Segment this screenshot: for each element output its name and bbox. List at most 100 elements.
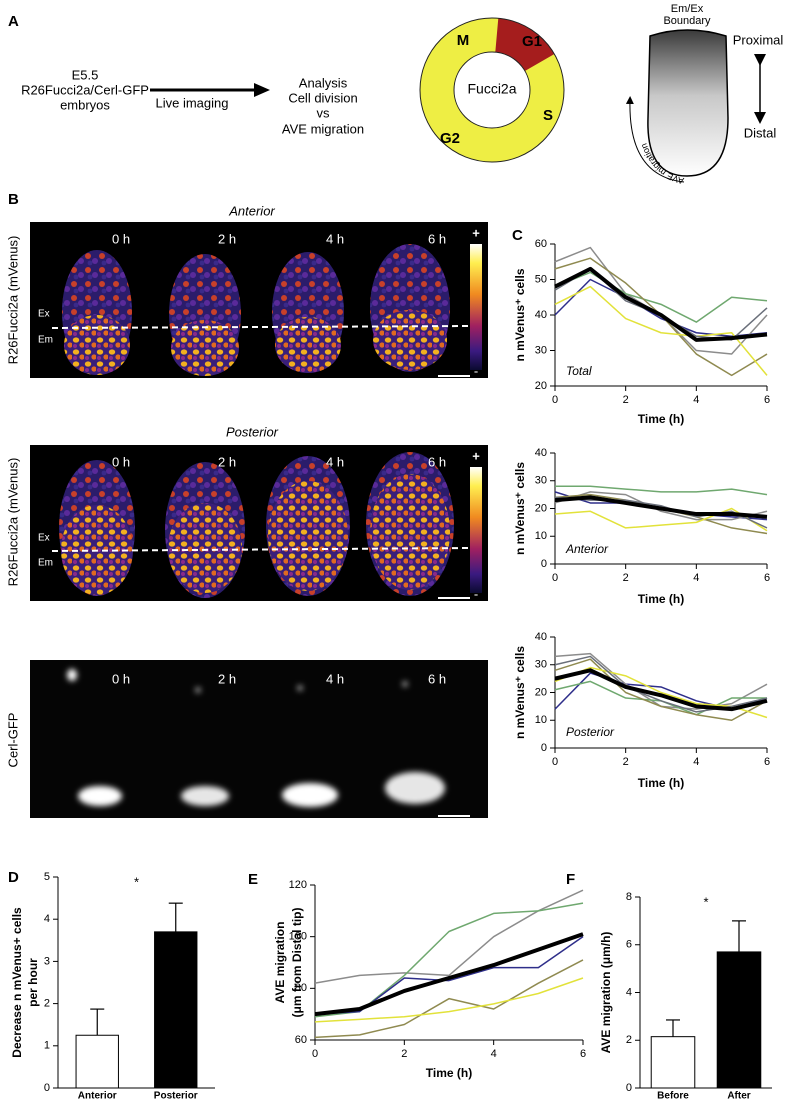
series-line bbox=[554, 655, 768, 713]
y-tick-label: 30 bbox=[535, 659, 547, 671]
time-label: 6 h bbox=[428, 231, 446, 246]
y-tick-label: 50 bbox=[535, 273, 547, 285]
phase-label: S bbox=[543, 107, 553, 124]
time-label: 4 h bbox=[326, 671, 344, 686]
x-tick-label: 2 bbox=[623, 572, 629, 584]
y-axis-label: (μm from Distal tip) bbox=[290, 907, 304, 1017]
y-tick-label: 20 bbox=[535, 380, 547, 392]
time-label: 4 h bbox=[326, 231, 344, 246]
y-tick-label: 20 bbox=[535, 502, 547, 514]
embryo-schematic bbox=[647, 29, 729, 177]
x-tick-label: 0 bbox=[552, 756, 558, 768]
embryo-text: embryos bbox=[60, 97, 110, 112]
y-tick-label: 40 bbox=[535, 447, 547, 459]
time-label: 6 h bbox=[428, 671, 446, 686]
y-tick-label: 5 bbox=[44, 871, 50, 883]
bar bbox=[716, 951, 762, 1089]
phase-label: G1 bbox=[522, 33, 542, 50]
y-tick-label: 40 bbox=[535, 631, 547, 643]
y-tick-label: 2 bbox=[626, 1034, 632, 1046]
region-label: Ex bbox=[38, 533, 50, 544]
y-tick-label: 0 bbox=[541, 742, 547, 754]
gfp-signal bbox=[67, 669, 445, 807]
series-line bbox=[554, 285, 768, 376]
time-label: 2 h bbox=[218, 454, 236, 469]
y-tick-label: 0 bbox=[44, 1082, 50, 1094]
series-line bbox=[554, 668, 768, 712]
cycle-outline bbox=[419, 17, 565, 163]
x-tick-label: 4 bbox=[693, 394, 699, 406]
series-line bbox=[314, 936, 584, 1015]
row-ylabel: R26Fucci2a (mVenus) bbox=[5, 458, 20, 587]
series-line bbox=[554, 672, 768, 710]
time-label: 4 h bbox=[326, 454, 344, 469]
y-tick-label: 3 bbox=[44, 955, 50, 967]
analysis-text: vs bbox=[317, 105, 331, 120]
series-line bbox=[554, 491, 768, 521]
y-axis-label: n mVenus⁺ cells bbox=[513, 268, 527, 361]
bar bbox=[75, 1034, 119, 1089]
panel-label: F bbox=[566, 871, 575, 888]
analysis-text: Analysis bbox=[299, 75, 348, 90]
y-tick-label: 20 bbox=[535, 686, 547, 698]
series-line bbox=[554, 495, 768, 519]
panel-label: C bbox=[512, 227, 523, 244]
x-tick-label: 6 bbox=[580, 1048, 586, 1060]
phase-label: G2 bbox=[440, 130, 460, 147]
embryo-text: E5.5 bbox=[72, 67, 99, 82]
series-line bbox=[314, 977, 584, 1023]
x-tick-label: 6 bbox=[764, 572, 770, 584]
x-axis-label: Time (h) bbox=[638, 592, 684, 606]
series-line bbox=[554, 271, 768, 323]
y-tick-label: 10 bbox=[535, 530, 547, 542]
row-title: Posterior bbox=[226, 424, 279, 439]
y-axis-label: n mVenus⁺ cells bbox=[513, 462, 527, 555]
region-label: Em bbox=[38, 335, 53, 346]
y-tick-label: 120 bbox=[289, 879, 307, 891]
panel-label: B bbox=[8, 191, 19, 208]
boundary-text: Boundary bbox=[663, 15, 711, 27]
cycle-ring bbox=[420, 18, 564, 162]
x-tick-label: 6 bbox=[764, 756, 770, 768]
migration-arrow bbox=[625, 96, 685, 183]
y-tick-label: 100 bbox=[289, 931, 307, 943]
x-tick-label: 4 bbox=[693, 572, 699, 584]
x-axis-label: Time (h) bbox=[426, 1066, 472, 1080]
y-axis-label: n mVenus⁺ cells bbox=[513, 646, 527, 739]
annotation: Anterior bbox=[565, 542, 609, 556]
x-tick-label: 0 bbox=[312, 1048, 318, 1060]
x-tick-label: 4 bbox=[491, 1048, 497, 1060]
significance: * bbox=[134, 874, 139, 889]
time-label: 2 h bbox=[218, 231, 236, 246]
series-line bbox=[554, 658, 768, 721]
series-line bbox=[314, 959, 584, 1039]
series-line bbox=[314, 932, 584, 1017]
y-tick-label: 80 bbox=[295, 982, 307, 994]
embryos bbox=[59, 452, 454, 598]
embryo-text: R26Fucci2a/Cerl-GFP bbox=[21, 82, 149, 97]
boundary-text: Em/Ex bbox=[671, 3, 704, 15]
x-tick-label: 2 bbox=[623, 394, 629, 406]
analysis-text: AVE migration bbox=[282, 121, 364, 136]
panel-label: A bbox=[8, 13, 19, 30]
distal-text: Distal bbox=[744, 125, 777, 140]
annotation: Total bbox=[566, 364, 592, 378]
y-tick-label: 60 bbox=[295, 1034, 307, 1046]
y-tick-label: 40 bbox=[535, 309, 547, 321]
region-label: Em bbox=[38, 558, 53, 569]
y-tick-label: 0 bbox=[541, 558, 547, 570]
panel-label: E bbox=[248, 871, 258, 888]
cycle-outline bbox=[453, 51, 531, 129]
x-tick-label: 0 bbox=[552, 394, 558, 406]
y-tick-label: 4 bbox=[626, 986, 632, 998]
x-tick-label: Posterior bbox=[154, 1091, 198, 1102]
y-tick-label: 4 bbox=[44, 913, 50, 925]
proximal-text: Proximal bbox=[733, 32, 784, 47]
time-label: 0 h bbox=[112, 454, 130, 469]
g1-segment bbox=[495, 18, 555, 71]
arrow-text: Live imaging bbox=[156, 95, 229, 110]
scale-label: - bbox=[474, 586, 478, 601]
x-tick-label: 4 bbox=[693, 756, 699, 768]
x-tick-label: After bbox=[727, 1091, 750, 1102]
scale-label: + bbox=[472, 225, 480, 240]
